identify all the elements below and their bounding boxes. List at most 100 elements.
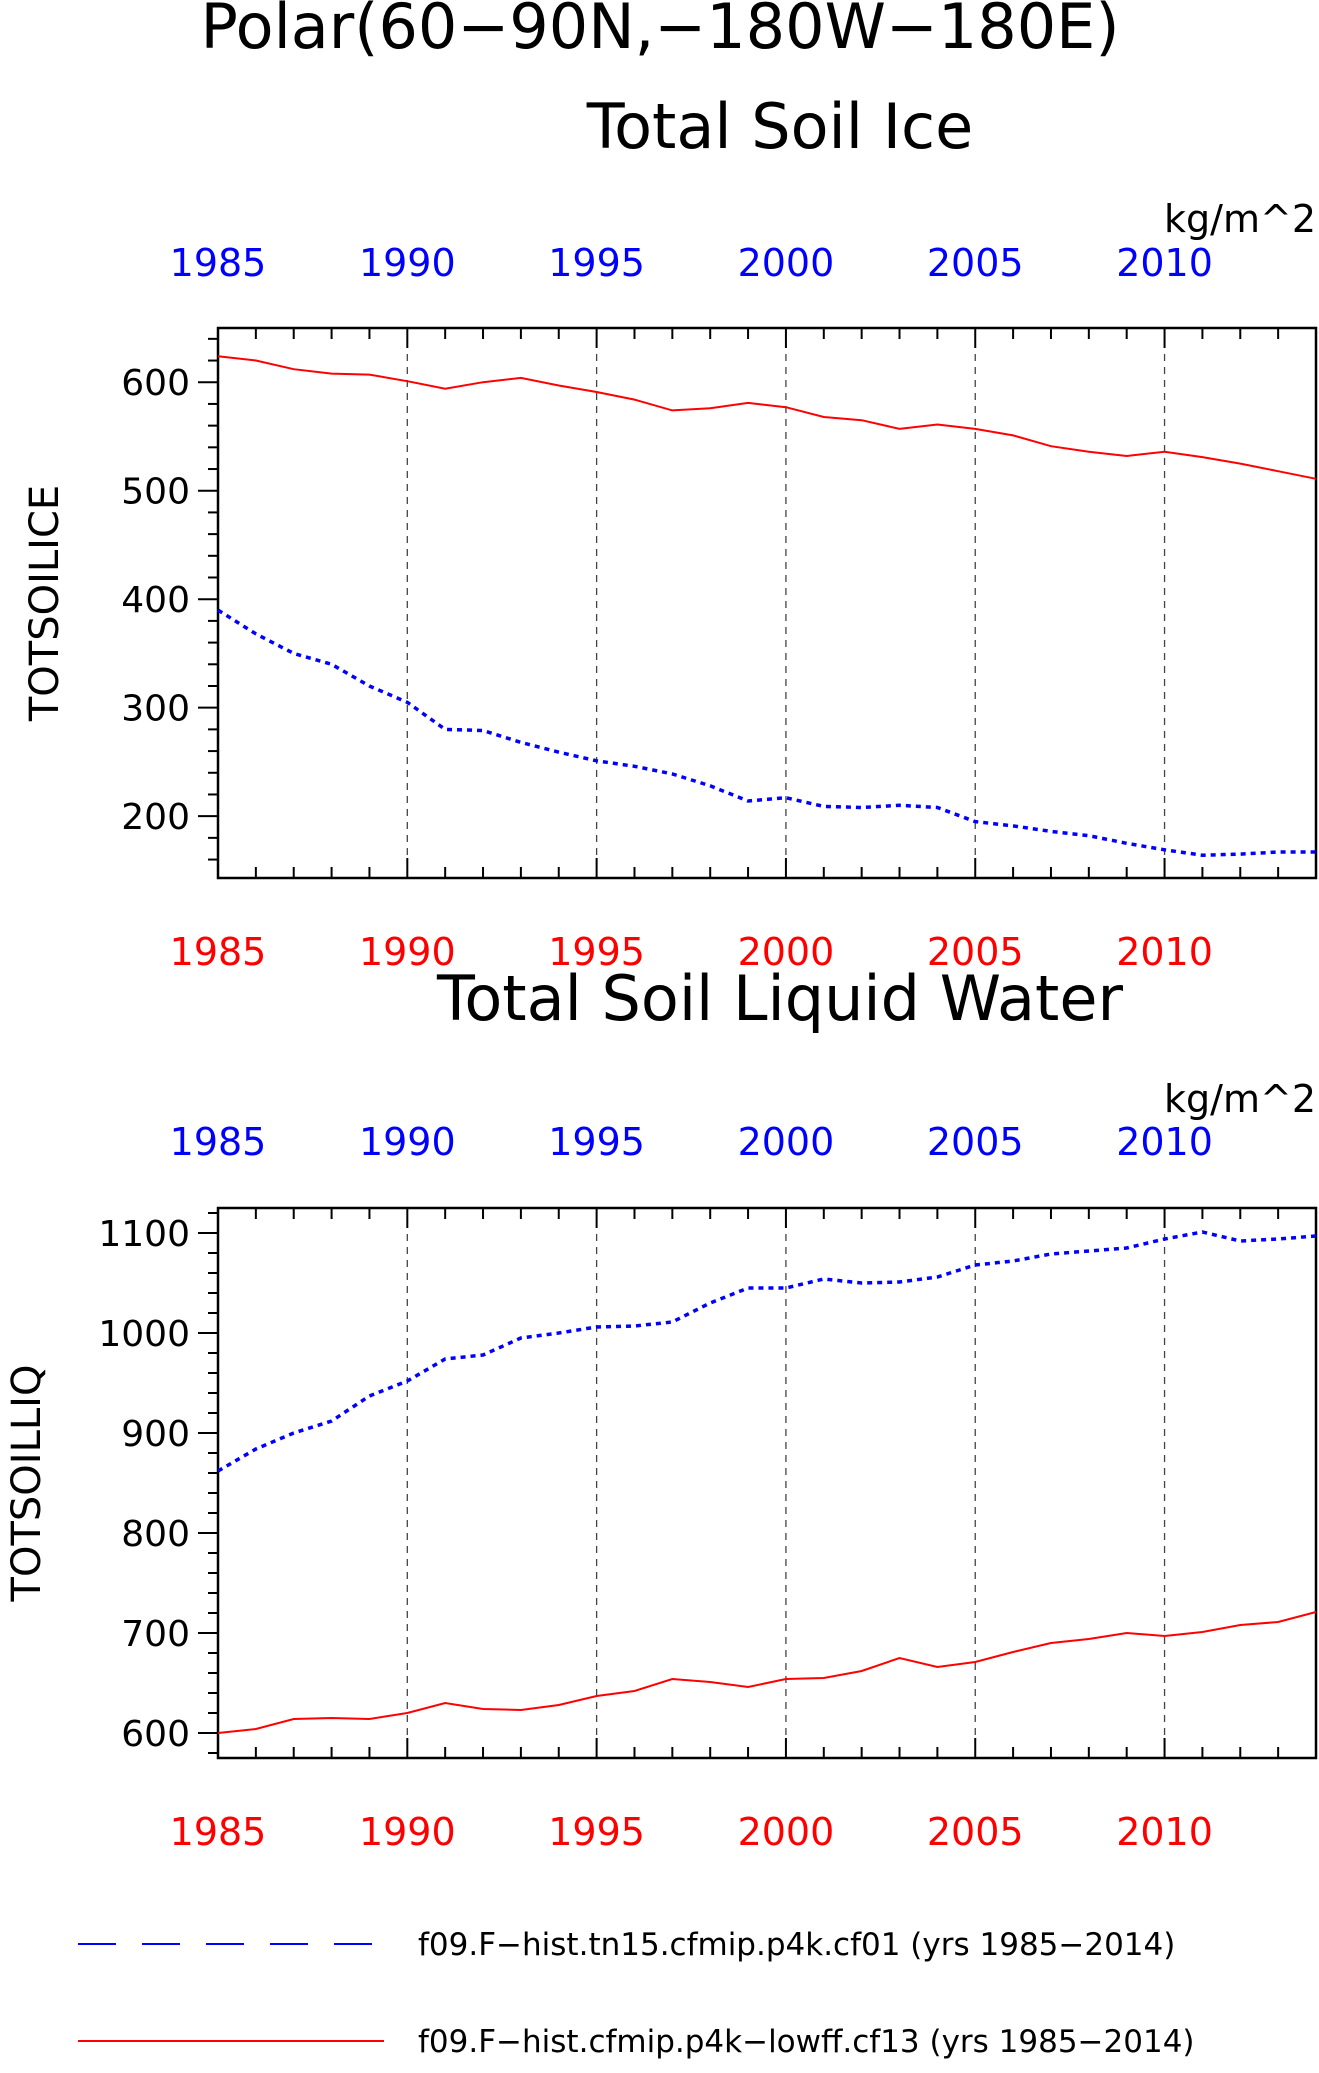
series-point: [1164, 849, 1166, 851]
series-point: [785, 406, 787, 408]
series-point: [520, 1337, 522, 1339]
series-line-2: [217, 1611, 1317, 1734]
series-point: [1277, 851, 1279, 853]
series-point: [1126, 1632, 1128, 1634]
series-point: [974, 428, 976, 430]
series-point: [293, 1718, 295, 1720]
x-tick-label-top: 2000: [738, 241, 835, 285]
chart-panel-2: Total Soil Liquid Water kg/m^2 1985 1985 199…: [4, 962, 1318, 1854]
series-point: [444, 729, 446, 731]
y-tick-label: 800: [121, 1514, 190, 1555]
series-point: [785, 797, 787, 799]
series-point: [823, 1677, 825, 1679]
series-point: [444, 1702, 446, 1704]
series-point: [1050, 1642, 1052, 1644]
series-point: [1315, 851, 1317, 853]
series-point: [596, 760, 598, 762]
x-tick-label-bottom: 2005: [927, 1810, 1024, 1854]
series-point: [1126, 842, 1128, 844]
series-point: [1239, 1624, 1241, 1626]
series-point: [823, 1278, 825, 1280]
series-point: [520, 742, 522, 744]
y-axis-label: TOTSOILLIQ: [4, 1365, 50, 1603]
units-label: kg/m^2: [1164, 1077, 1316, 1121]
series-point: [482, 1354, 484, 1356]
series-point: [1012, 435, 1014, 437]
x-tick-label-bottom: 2010: [1116, 930, 1213, 974]
y-axis-label: TOTSOILICE: [22, 485, 68, 722]
series-point: [1277, 470, 1279, 472]
series-point: [899, 805, 901, 807]
series-point: [596, 1326, 598, 1328]
series-point: [331, 1420, 333, 1422]
series-point: [861, 419, 863, 421]
x-tick-label-top: 1990: [359, 1120, 456, 1164]
x-tick-label-top: 2000: [738, 1120, 835, 1164]
series-point: [1088, 835, 1090, 837]
page-title: Polar(60−90N,−180W−180E): [200, 0, 1119, 63]
series-point: [634, 399, 636, 401]
x-tick-label-bottom: 2005: [927, 930, 1024, 974]
x-tick-label-bottom: 1995: [548, 1810, 645, 1854]
series-point: [672, 410, 674, 412]
series-point: [596, 391, 598, 393]
series-point: [255, 633, 257, 635]
series-point: [785, 1287, 787, 1289]
series-point: [1277, 1238, 1279, 1240]
series-point: [255, 1448, 257, 1450]
x-tick-label-top: 2010: [1116, 241, 1213, 285]
series-point: [1050, 445, 1052, 447]
series-point: [520, 377, 522, 379]
series-point: [596, 1695, 598, 1697]
series-point: [1164, 451, 1166, 453]
x-tick-label-bottom: 1985: [170, 1810, 267, 1854]
series-point: [1202, 456, 1204, 458]
series-point: [1088, 451, 1090, 453]
y-tick-label: 300: [121, 689, 190, 730]
series-point: [407, 701, 409, 703]
x-tick-label-top: 2005: [927, 241, 1024, 285]
series-point: [1239, 463, 1241, 465]
series-point: [1164, 1635, 1166, 1637]
y-tick-label: 1100: [98, 1214, 190, 1255]
series-point: [1164, 1238, 1166, 1240]
series-point: [331, 1717, 333, 1719]
legend: f09.F−hist.tn15.cfmip.p4k.cf01 (yrs 1985…: [78, 1927, 1195, 2060]
x-tick-label-bottom: 1990: [359, 930, 456, 974]
series-point: [899, 1657, 901, 1659]
series-point: [672, 1678, 674, 1680]
series-point: [558, 1704, 560, 1706]
series-point: [369, 685, 371, 687]
series-point: [1050, 831, 1052, 833]
series-point: [974, 1264, 976, 1266]
series-point: [861, 1670, 863, 1672]
series-point: [1239, 853, 1241, 855]
x-tick-label-top: 1990: [359, 241, 456, 285]
x-tick-label-bottom: 2000: [738, 1810, 835, 1854]
y-tick-label: 400: [121, 580, 190, 621]
units-label: kg/m^2: [1164, 197, 1316, 241]
series-point: [937, 1276, 939, 1278]
series-point: [520, 1709, 522, 1711]
legend-label-1: f09.F−hist.tn15.cfmip.p4k.cf01 (yrs 1985…: [418, 1927, 1175, 1963]
series-point: [709, 1302, 711, 1304]
series-point: [1088, 1250, 1090, 1252]
y-tick-label: 600: [121, 1714, 190, 1755]
series-point: [1012, 1260, 1014, 1262]
x-tick-label-top: 1995: [548, 1120, 645, 1164]
x-tick-label-top: 1995: [548, 241, 645, 285]
series-point: [747, 1686, 749, 1688]
x-tick-label-bottom: 2000: [738, 930, 835, 974]
series-point: [1315, 1611, 1317, 1613]
series-point: [331, 663, 333, 665]
series-point: [1277, 1621, 1279, 1623]
series-point: [331, 373, 333, 375]
series-line-1: [217, 1230, 1317, 1473]
series-point: [974, 821, 976, 823]
series-point: [217, 1470, 219, 1472]
series-point: [255, 360, 257, 362]
chart-panel-1: Total Soil Ice kg/m^2 1985 1985 1990 1990 1995…: [22, 90, 1318, 974]
series-point: [1088, 1638, 1090, 1640]
series-point: [747, 1287, 749, 1289]
